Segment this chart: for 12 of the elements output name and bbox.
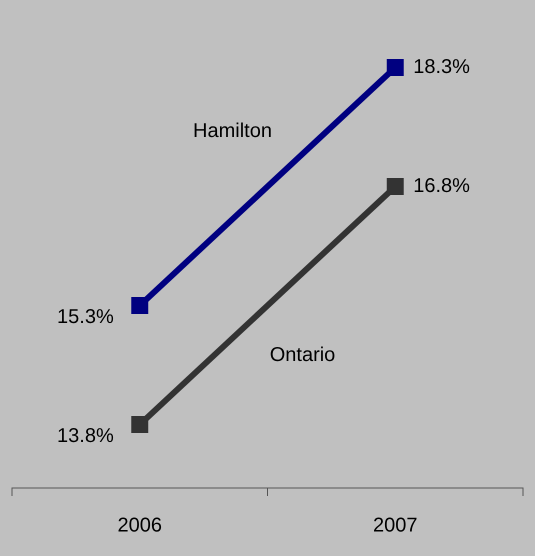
data-label: 18.3% xyxy=(413,56,470,78)
data-label: 13.8% xyxy=(57,425,114,448)
point xyxy=(131,416,148,434)
point xyxy=(386,59,404,76)
x-tick-label: 2006 xyxy=(118,514,162,537)
x-tick-label: 2007 xyxy=(373,514,418,537)
point xyxy=(386,178,404,196)
data-label: 16.8% xyxy=(413,175,470,198)
series-label: Hamilton xyxy=(193,120,272,142)
point xyxy=(131,297,148,314)
series-label: Ontario xyxy=(270,344,336,366)
data-label: 15.3% xyxy=(57,306,114,328)
